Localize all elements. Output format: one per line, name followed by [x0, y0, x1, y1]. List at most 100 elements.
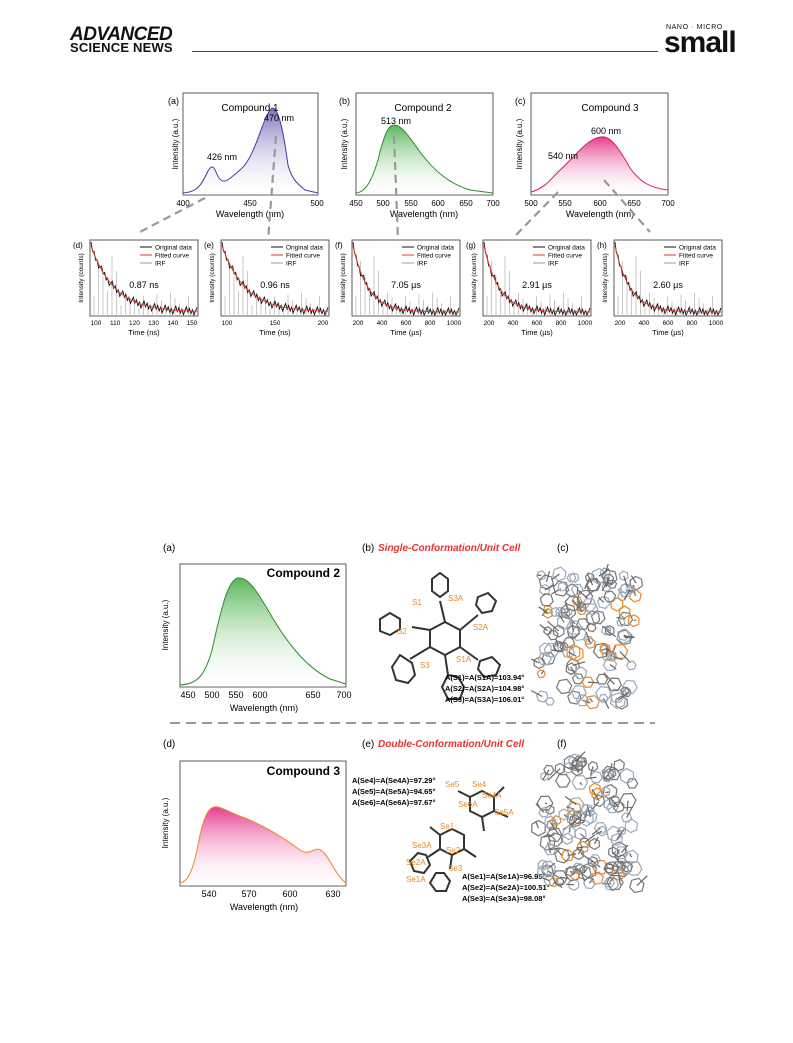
tick-label: 150 — [187, 320, 198, 327]
atom-label: Se6A — [458, 800, 478, 809]
tick-label: 550 — [228, 690, 243, 700]
atom-label: Se5A — [494, 808, 514, 817]
tick-label: 140 — [167, 320, 178, 327]
axis-title-x: Wavelength (nm) — [230, 703, 298, 713]
original-data-trace — [221, 242, 329, 317]
tick-label: 650 — [459, 199, 473, 208]
legend-label: Original data — [155, 245, 192, 252]
panel-letter: (e) — [362, 739, 374, 750]
lifetime-label: 2.60 µs — [653, 280, 683, 290]
tick-label: 200 — [353, 320, 364, 327]
spectrum-title: Compound 3 — [581, 103, 639, 114]
original-data-trace — [352, 242, 460, 317]
tick-label: 600 — [252, 690, 267, 700]
tick-label: 630 — [325, 889, 340, 899]
original-data-trace — [90, 242, 198, 317]
peak-label: 513 nm — [381, 116, 411, 126]
atom-label: Se3A — [412, 841, 432, 850]
axis-title-y: Intensity (counts) — [340, 253, 347, 303]
axis-title-x: Wavelength (nm) — [216, 209, 284, 219]
tick-label: 200 — [615, 320, 626, 327]
angle-label: A(Se2)=A(Se2A)=100.51° — [462, 883, 550, 892]
panel-letter: (g) — [466, 241, 476, 250]
tick-label: 540 — [201, 889, 216, 899]
peak-label: 470 nm — [264, 113, 294, 123]
tick-label: 400 — [377, 320, 388, 327]
panel-letter: (a) — [163, 543, 175, 554]
axis-title-y: Intensity (counts) — [471, 253, 478, 303]
axis-title-y: Intensity (counts) — [602, 253, 609, 303]
atom-label: S3 — [420, 661, 430, 670]
tick-label: 600 — [282, 889, 297, 899]
legend-label: Original data — [417, 245, 454, 252]
fitted-curve-trace — [90, 245, 198, 312]
atom-label: Se1A — [406, 875, 426, 884]
tick-label: 650 — [627, 199, 641, 208]
tick-label: 500 — [310, 199, 324, 208]
axis-title-y: Intensity (a.u.) — [161, 797, 170, 848]
spectrum-line — [530, 136, 669, 193]
atom-label: Se5 — [445, 780, 460, 789]
legend-label: IRF — [679, 261, 690, 268]
lifetime-label: 7.05 µs — [391, 280, 421, 290]
tick-label: 200 — [484, 320, 495, 327]
tick-label: 200 — [318, 320, 329, 327]
tick-label: 550 — [404, 199, 418, 208]
spectrum-title: Compound 3 — [267, 764, 341, 778]
crystal-packing-drawing — [531, 751, 648, 894]
tick-label: 600 — [663, 320, 674, 327]
tick-label: 1000 — [709, 320, 724, 327]
spectrum-line — [355, 124, 494, 194]
panel-letter: (h) — [597, 241, 607, 250]
peak-label: 600 nm — [591, 126, 621, 136]
axis-title-x: Time (ns) — [259, 328, 291, 337]
molecule-drawing — [408, 786, 509, 892]
legend-label: Fitted curve — [286, 253, 320, 260]
panel-c-packing: (c) — [530, 543, 643, 710]
panel-letter: (b) — [362, 543, 374, 554]
angle-label: A(Se5)=A(Se5A)=94.65° — [352, 787, 435, 796]
spectrum-line — [182, 107, 319, 194]
axis-title-y: Intensity (a.u.) — [171, 118, 180, 169]
tick-label: 400 — [508, 320, 519, 327]
panel-letter: (e) — [204, 241, 214, 250]
tick-label: 650 — [305, 690, 320, 700]
panel-e-structure: (e) Double-Conformation/Unit Cell A(Se4)… — [352, 739, 550, 903]
panel-f-packing: (f) — [531, 739, 648, 894]
angle-label: A(S3)=A(S3A)=106.01° — [445, 695, 524, 704]
legend-label: IRF — [548, 261, 559, 268]
axis-title-y: Intensity (a.u.) — [515, 118, 524, 169]
brand-logo: small — [664, 26, 737, 59]
atom-label: Se1 — [440, 822, 455, 831]
axis-title-x: Wavelength (nm) — [566, 209, 634, 219]
tick-label: 700 — [336, 690, 351, 700]
lifetime-label: 0.96 ns — [260, 280, 290, 290]
tick-label: 600 — [431, 199, 445, 208]
crystal-packing-drawing — [530, 563, 643, 710]
legend-label: IRF — [286, 261, 297, 268]
atom-label: S1A — [456, 655, 472, 664]
axis-title-x: Wavelength (nm) — [230, 902, 298, 912]
panel-caption: Double-Conformation/Unit Cell — [378, 739, 524, 750]
atom-label: Se4 — [472, 780, 487, 789]
lifetime-label: 2.91 µs — [522, 280, 552, 290]
tick-label: 600 — [593, 199, 607, 208]
tick-label: 600 — [401, 320, 412, 327]
spectrum-fill — [531, 136, 668, 195]
spectrum-title: Compound 2 — [267, 566, 341, 580]
brand-tagline: NANO · MICRO — [666, 24, 723, 31]
axis-title-y: Intensity (counts) — [209, 253, 216, 303]
tick-label: 800 — [556, 320, 567, 327]
header-rule — [192, 51, 658, 52]
axis-title-y: Intensity (a.u.) — [161, 599, 170, 650]
axis-title-x: Wavelength (nm) — [390, 209, 458, 219]
tick-label: 100 — [222, 320, 233, 327]
angle-label: A(Se6)=A(Se6A)=97.67° — [352, 798, 435, 807]
panel-b-structure: (b) Single-Conformation/Unit Cell S1 S3A… — [362, 543, 524, 704]
tick-label: 500 — [376, 199, 390, 208]
tick-label: 600 — [532, 320, 543, 327]
journal-name-top: ADVANCED — [70, 24, 173, 45]
angle-label: A(Se3)=A(Se3A)=98.08° — [462, 894, 545, 903]
